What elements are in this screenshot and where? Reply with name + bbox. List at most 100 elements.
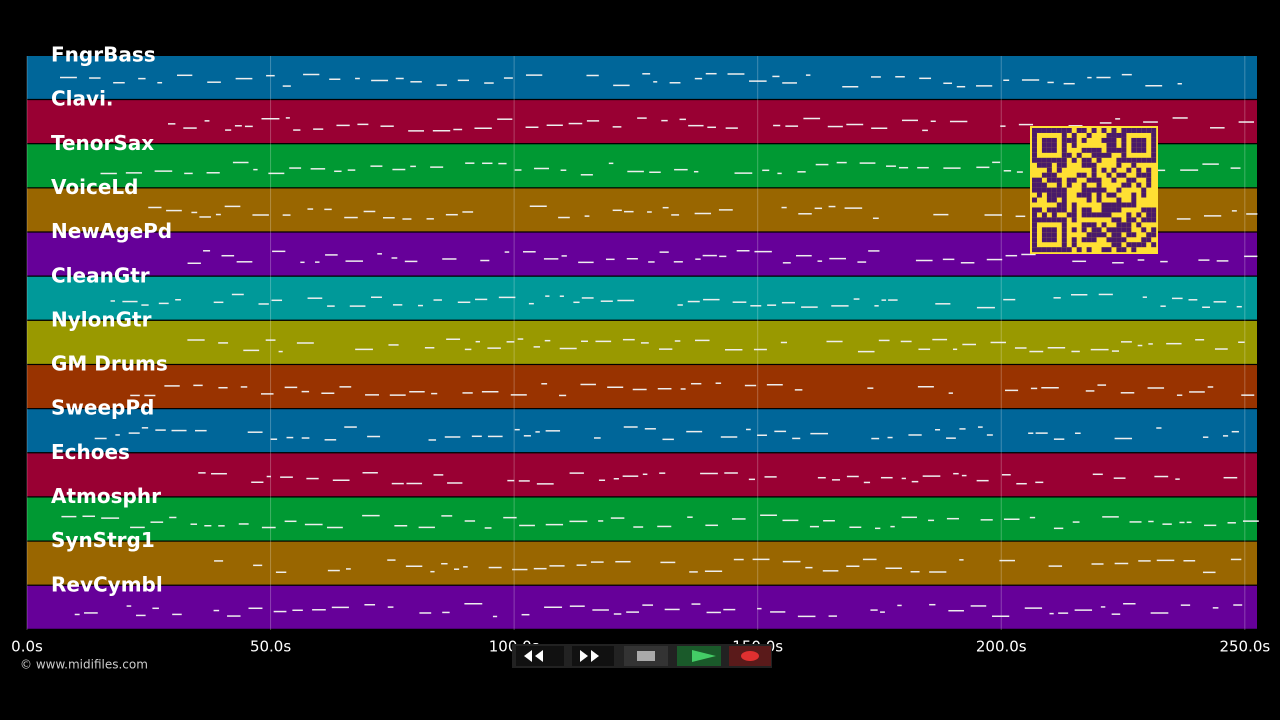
track-band xyxy=(27,365,1257,409)
qr-module xyxy=(1051,217,1057,223)
qr-module xyxy=(1066,152,1072,158)
qr-module xyxy=(1131,232,1137,238)
qr-module xyxy=(1141,137,1147,143)
qr-module xyxy=(1046,237,1052,243)
qr-module xyxy=(1041,247,1047,253)
qr-module xyxy=(1126,212,1132,218)
qr-module xyxy=(1091,128,1097,133)
qr-module xyxy=(1126,157,1132,163)
qr-module xyxy=(1111,137,1117,143)
qr-module xyxy=(1151,157,1157,163)
qr-module xyxy=(1106,212,1112,218)
qr-module xyxy=(1096,197,1102,203)
time-tick-label: 200.0s xyxy=(976,638,1027,656)
qr-module xyxy=(1061,222,1067,228)
qr-module xyxy=(1151,227,1157,233)
qr-module xyxy=(1061,192,1067,198)
qr-module xyxy=(1041,212,1047,218)
qr-module xyxy=(1036,217,1042,223)
qr-module xyxy=(1046,167,1052,173)
qr-module xyxy=(1041,157,1047,163)
qr-module xyxy=(1081,222,1087,228)
forward-button[interactable] xyxy=(572,646,614,666)
qr-module xyxy=(1046,197,1052,203)
qr-module xyxy=(1056,177,1062,183)
qr-module xyxy=(1041,232,1047,238)
qr-module xyxy=(1106,202,1112,208)
qr-module xyxy=(1146,212,1152,218)
qr-module xyxy=(1121,157,1127,163)
qr-module xyxy=(1121,237,1127,243)
qr-module xyxy=(1071,132,1077,138)
qr-module xyxy=(1131,202,1137,208)
qr-module xyxy=(1046,172,1052,178)
qr-module xyxy=(1051,237,1057,243)
qr-module xyxy=(1051,177,1057,183)
qr-module xyxy=(1121,147,1127,153)
qr-module xyxy=(1151,232,1157,238)
qr-module xyxy=(1061,162,1067,168)
qr-module xyxy=(1032,232,1037,238)
qr-module xyxy=(1151,142,1157,148)
qr-module xyxy=(1136,157,1142,163)
qr-module xyxy=(1096,227,1102,233)
qr-module xyxy=(1141,128,1147,133)
qr-module xyxy=(1101,128,1107,133)
qr-module xyxy=(1146,207,1152,213)
qr-module xyxy=(1131,157,1137,163)
qr-module xyxy=(1066,177,1072,183)
qr-module xyxy=(1071,237,1077,243)
qr-module xyxy=(1086,212,1092,218)
qr-module xyxy=(1081,207,1087,213)
qr-module xyxy=(1071,157,1077,163)
qr-module xyxy=(1041,128,1047,133)
qr-module xyxy=(1101,202,1107,208)
qr-module xyxy=(1141,172,1147,178)
qr-module xyxy=(1076,247,1082,253)
qr-module xyxy=(1032,237,1037,243)
stop-button[interactable] xyxy=(624,646,668,666)
qr-module xyxy=(1086,207,1092,213)
qr-module xyxy=(1096,232,1102,238)
qr-module xyxy=(1146,217,1152,223)
qr-module xyxy=(1056,202,1062,208)
qr-module xyxy=(1036,128,1042,133)
qr-module xyxy=(1111,242,1117,248)
qr-module xyxy=(1096,212,1102,218)
qr-module xyxy=(1061,137,1067,143)
qr-module xyxy=(1131,147,1137,153)
qr-module xyxy=(1086,222,1092,228)
track-name: TenorSax xyxy=(51,131,154,155)
qr-module xyxy=(1111,147,1117,153)
qr-module xyxy=(1032,177,1037,183)
qr-module xyxy=(1061,237,1067,243)
qr-module xyxy=(1071,142,1077,148)
qr-module xyxy=(1061,207,1067,213)
qr-module xyxy=(1146,157,1152,163)
qr-module xyxy=(1071,177,1077,183)
qr-module xyxy=(1056,207,1062,213)
qr-module xyxy=(1151,217,1157,223)
qr-module xyxy=(1116,247,1122,253)
qr-module xyxy=(1101,222,1107,228)
qr-module xyxy=(1126,232,1132,238)
qr-module xyxy=(1056,217,1062,223)
qr-module xyxy=(1096,157,1102,163)
qr-module xyxy=(1071,242,1077,248)
record-button[interactable] xyxy=(729,646,771,666)
qr-module xyxy=(1101,167,1107,173)
rewind-button[interactable] xyxy=(516,646,564,666)
qr-module xyxy=(1032,137,1037,143)
qr-module xyxy=(1071,202,1077,208)
qr-module xyxy=(1041,162,1047,168)
qr-module xyxy=(1136,147,1142,153)
qr-module xyxy=(1081,192,1087,198)
qr-module xyxy=(1091,152,1097,158)
qr-module xyxy=(1106,237,1112,243)
qr-module xyxy=(1046,137,1052,143)
qr-module xyxy=(1126,217,1132,223)
qr-module xyxy=(1086,157,1092,163)
qr-module xyxy=(1081,157,1087,163)
play-button[interactable] xyxy=(677,646,721,666)
qr-module xyxy=(1111,227,1117,233)
